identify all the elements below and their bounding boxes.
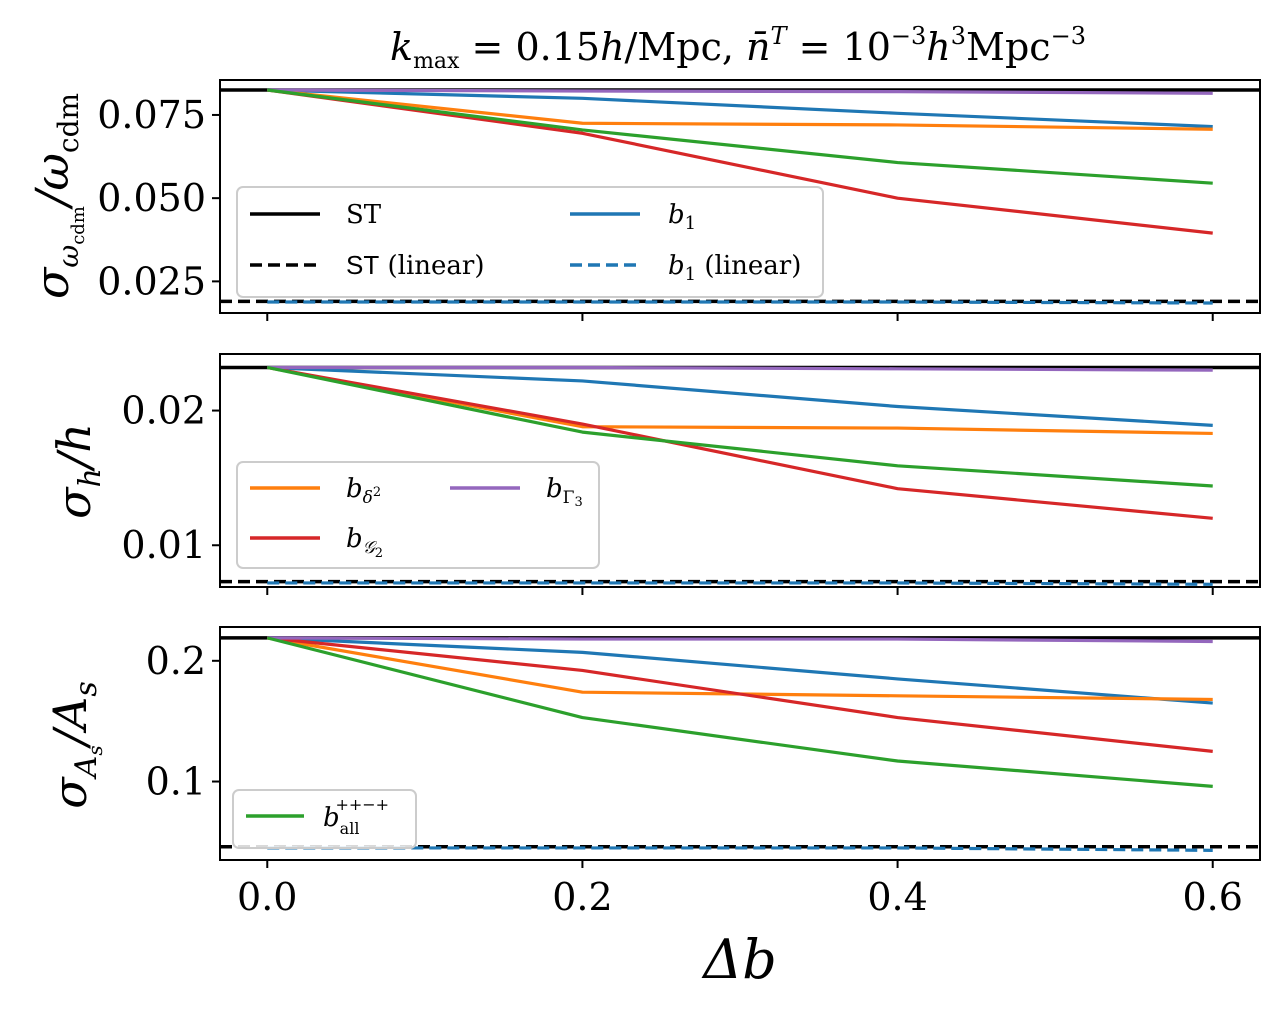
x-tick-label: 0.6 (1183, 875, 1243, 919)
series-line-ball (267, 88, 1213, 185)
y-axis-label: σh/h (47, 423, 108, 519)
y-tick-label: 0.01 (121, 523, 206, 567)
series-line-b1 (267, 636, 1213, 705)
ticks: 0.025 0.050 0.075 (97, 93, 1214, 321)
legend-label-b1: b1 (668, 200, 696, 234)
legend-label-st: ST (346, 200, 382, 230)
x-tick-label: 0.0 (237, 875, 297, 919)
legend-box (236, 186, 824, 298)
series-line-bgamma3 (267, 88, 1213, 95)
ticks: 0.1 0.2 0.0 0.2 0.4 0.6 (146, 639, 1243, 919)
y-axis-label: σωcdm/ωcdm (25, 93, 89, 299)
series-line-ball (266, 636, 1213, 788)
series-line-b1-linear (267, 846, 1213, 852)
series-line-b1 (267, 88, 1213, 129)
axes-frame (219, 626, 1261, 861)
legend-label-b1-linear: b1 (linear) (668, 251, 801, 285)
panel-As: ball++−+ 0.1 0.2 0.0 0.2 0.4 0.6 σAs/As (43, 626, 1261, 919)
y-tick-label: 0.2 (146, 639, 206, 683)
y-axis-label: σAs/As (43, 681, 107, 808)
panel-h: bδ2 b𝒢2 bΓ3 0.01 0.02 σh/h (47, 353, 1261, 595)
series-line-bdelta2 (267, 88, 1213, 131)
series-line-b1-linear (267, 300, 1213, 305)
series-line-bg2 (267, 88, 1213, 235)
legend-label-bG2: b𝒢2 (346, 524, 383, 561)
y-tick-label: 0.025 (97, 259, 206, 303)
series-line-b1 (267, 365, 1213, 427)
axes-frame (219, 79, 1261, 314)
panel-omega-cdm: ST ST (linear) b1 b1 (linear) 0.025 0.050… (25, 79, 1261, 321)
y-tick-label: 0.050 (97, 176, 206, 220)
x-tick-label: 0.2 (552, 875, 612, 919)
y-tick-label: 0.1 (146, 760, 206, 804)
legend-label-st-linear: ST (linear) (346, 250, 484, 281)
series-line-bg2 (266, 365, 1213, 520)
chart-title: kmax = 0.15h/Mpc, n̄T = 10−3h3Mpc−3 (390, 22, 1086, 74)
axes-frame (219, 353, 1261, 588)
legend-box (232, 789, 417, 849)
legend: ball++−+ (232, 789, 417, 849)
y-tick-label: 0.02 (121, 389, 206, 433)
legend-box (236, 461, 600, 569)
legend-label-bdelta2: bδ2 (346, 474, 381, 508)
x-tick-label: 0.4 (867, 875, 927, 919)
series-line-bg2 (267, 636, 1213, 753)
legend-label-bGamma3: bΓ3 (546, 474, 583, 510)
series-line-bdelta2 (266, 636, 1213, 702)
legend-label-ball: ball++−+ (323, 795, 389, 838)
x-axis-label: Δb (701, 928, 777, 991)
series-group (220, 365, 1260, 586)
series-line-b1-linear (267, 581, 1213, 586)
legend: ST ST (linear) b1 b1 (linear) (236, 186, 824, 298)
series-line-ball (266, 365, 1213, 488)
series-line-bdelta2 (266, 365, 1213, 436)
legend: bδ2 b𝒢2 bΓ3 (236, 461, 600, 569)
series-line-bgamma3 (267, 636, 1213, 644)
series-group (220, 88, 1260, 305)
series-line-bgamma3 (267, 365, 1213, 372)
y-tick-label: 0.075 (97, 93, 206, 137)
ticks: 0.01 0.02 (121, 389, 1214, 595)
